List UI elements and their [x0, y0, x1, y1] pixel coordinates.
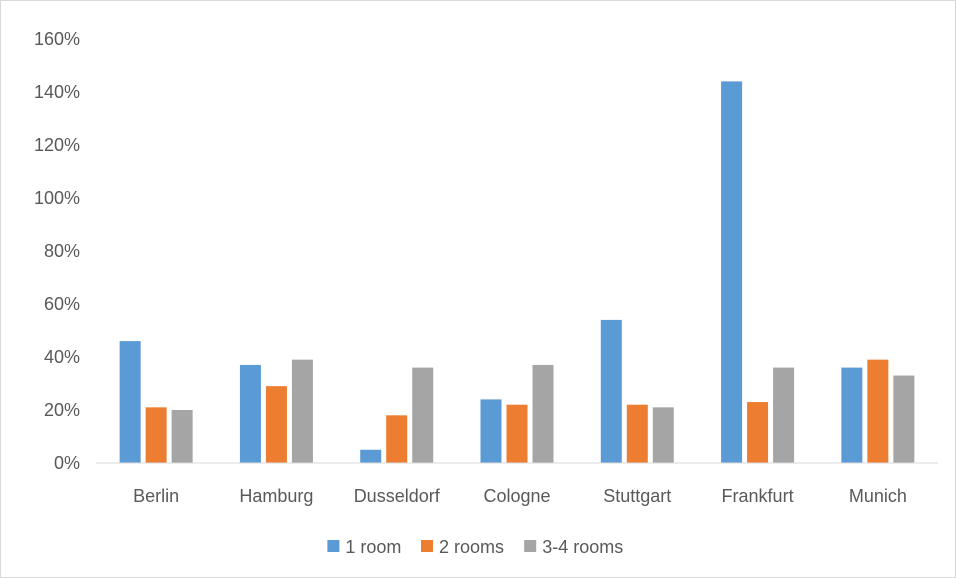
y-tick-label: 80% [44, 241, 80, 261]
bar-frankfurt-2-rooms [747, 402, 769, 463]
bar-cologne-3-4-rooms [532, 364, 554, 463]
bar-munich-3-4-rooms [893, 375, 915, 463]
y-tick-label: 0% [54, 453, 80, 473]
bar-munich-2-rooms [867, 359, 889, 463]
x-tick-label: Hamburg [239, 486, 313, 506]
bar-berlin-1-room [119, 341, 141, 463]
bar-frankfurt-3-4-rooms [773, 367, 795, 463]
bar-dusseldorf-3-4-rooms [412, 367, 434, 463]
y-tick-label: 100% [34, 188, 80, 208]
bar-cologne-2-rooms [506, 404, 528, 463]
bar-hamburg-2-rooms [265, 386, 287, 463]
x-tick-label: Munich [849, 486, 907, 506]
bar-stuttgart-1-room [600, 319, 622, 463]
y-tick-label: 160% [34, 29, 80, 49]
y-tick-label: 120% [34, 135, 80, 155]
legend-swatch [327, 540, 340, 552]
bar-munich-1-room [841, 367, 863, 463]
x-tick-label: Frankfurt [722, 486, 794, 506]
bars [119, 81, 915, 464]
y-tick-label: 60% [44, 294, 80, 314]
y-tick-label: 20% [44, 400, 80, 420]
bar-hamburg-3-4-rooms [291, 359, 313, 463]
x-tick-label: Berlin [133, 486, 179, 506]
legend-label: 1 room [345, 537, 401, 557]
legend-label: 3-4 rooms [542, 537, 623, 557]
bar-cologne-1-room [480, 399, 502, 463]
y-tick-label: 40% [44, 347, 80, 367]
bar-berlin-3-4-rooms [171, 410, 193, 463]
bar-frankfurt-1-room [721, 81, 743, 464]
bar-stuttgart-2-rooms [626, 404, 648, 463]
y-tick-label: 140% [34, 82, 80, 102]
bar-berlin-2-rooms [145, 407, 167, 463]
legend-swatch [421, 540, 433, 552]
bar-dusseldorf-2-rooms [386, 415, 408, 463]
legend: 1 room 2 rooms 3-4 rooms [327, 537, 623, 557]
legend-swatch [524, 540, 537, 552]
bar-stuttgart-3-4-rooms [652, 407, 674, 463]
x-tick-label: Cologne [483, 486, 550, 506]
bar-dusseldorf-1-room [360, 449, 382, 463]
x-axis: Berlin Hamburg Dusseldorf Cologne Stuttgart F… [133, 486, 907, 506]
x-tick-label: Stuttgart [603, 486, 671, 506]
x-tick-label: Dusseldorf [354, 486, 441, 506]
y-axis: 0% 20% 40% 60% 80% 100% 120% 140% 160% [34, 29, 80, 473]
legend-label: 2 rooms [439, 537, 504, 557]
bar-hamburg-1-room [239, 364, 261, 463]
